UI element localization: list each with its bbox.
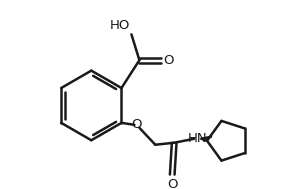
Text: O: O bbox=[164, 54, 174, 67]
Text: HN: HN bbox=[187, 132, 207, 145]
Text: O: O bbox=[167, 178, 177, 189]
Text: O: O bbox=[131, 118, 142, 131]
Text: HO: HO bbox=[109, 19, 130, 32]
